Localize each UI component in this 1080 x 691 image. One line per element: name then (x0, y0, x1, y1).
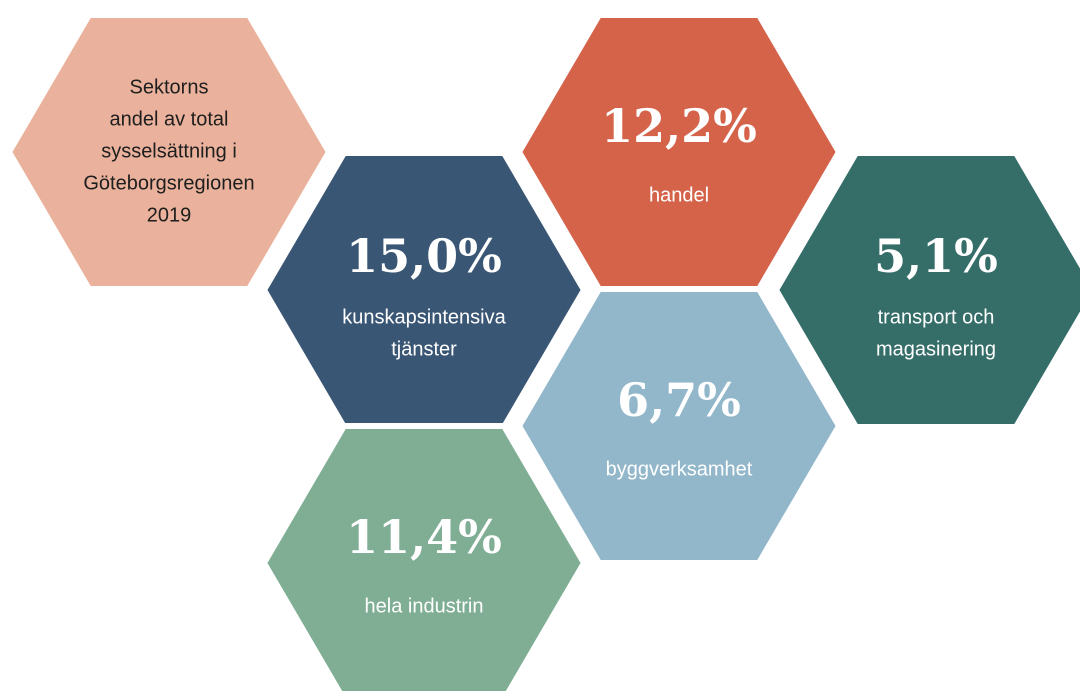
sector-label: magasinering (876, 338, 996, 360)
intro-text: andel av total (110, 108, 229, 130)
hexagon (260, 150, 588, 430)
intro-text: 2019 (147, 204, 192, 226)
sector-label: handel (649, 184, 709, 206)
intro-text: Sektorns (130, 76, 209, 98)
sector-label: hela industrin (365, 595, 484, 617)
sector-label: transport och (878, 306, 995, 328)
intro-text: sysselsättning i (101, 140, 237, 162)
percent-value: 6,7% (617, 373, 741, 427)
percent-value: 12,2% (601, 99, 757, 153)
hexagon (260, 423, 588, 691)
percent-value: 15,0% (346, 229, 502, 283)
hexagon (772, 150, 1080, 430)
intro-text: Göteborgsregionen (83, 172, 254, 194)
percent-value: 11,4% (346, 510, 502, 564)
sector-label: kunskapsintensiva (342, 306, 506, 328)
sector-label: tjänster (391, 338, 457, 360)
hexagon (515, 286, 843, 566)
sector-label: byggverksamhet (606, 458, 753, 480)
percent-value: 5,1% (874, 229, 998, 283)
hexagon (5, 12, 333, 292)
